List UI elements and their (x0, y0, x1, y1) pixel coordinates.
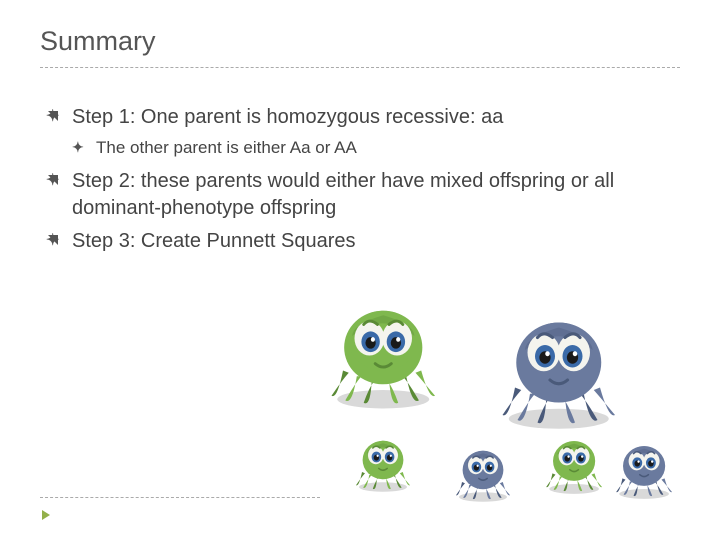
bullet-text: Step 2: these parents would either have … (72, 170, 614, 219)
bullet-icon: ✦ (46, 170, 59, 192)
bullet-icon: ✦ (72, 138, 84, 157)
octopus-icon (490, 300, 628, 438)
octopus-icon (350, 430, 416, 496)
octopus-illustration (260, 270, 690, 520)
octopus-icon (610, 435, 678, 503)
bullet-icon: ✦ (46, 230, 59, 252)
bullet-step2: ✦ Step 2: these parents would either hav… (48, 168, 680, 222)
octopus-icon (320, 290, 447, 417)
bullet-text: Step 3: Create Punnett Squares (72, 230, 356, 252)
slide-title: Summary (40, 26, 680, 68)
bullet-step3: ✦ Step 3: Create Punnett Squares (48, 228, 680, 255)
bullet-text: The other parent is either Aa or AA (96, 138, 357, 157)
octopus-icon (450, 440, 516, 506)
bullet-text: Step 1: One parent is homozygous recessi… (72, 106, 503, 128)
bullet-icon: ✦ (46, 106, 59, 128)
octopus-icon (540, 430, 608, 498)
bullet-step1-sub: ✦ The other parent is either Aa or AA (48, 137, 680, 160)
bullet-step1: ✦ Step 1: One parent is homozygous reces… (48, 104, 680, 131)
corner-accent-icon (42, 510, 50, 520)
bullet-list: ✦ Step 1: One parent is homozygous reces… (40, 104, 680, 255)
slide: Summary ✦ Step 1: One parent is homozygo… (0, 0, 720, 540)
